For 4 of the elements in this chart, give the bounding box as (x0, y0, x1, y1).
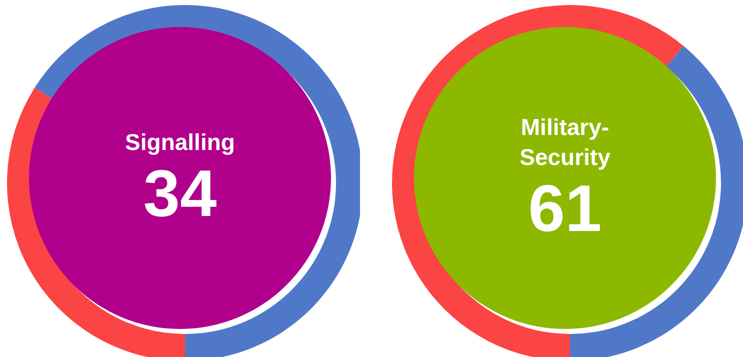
text: Signalling (125, 128, 235, 157)
text: Military-Security (520, 113, 610, 172)
text: 34 (143, 156, 217, 230)
text: 61 (528, 171, 602, 245)
